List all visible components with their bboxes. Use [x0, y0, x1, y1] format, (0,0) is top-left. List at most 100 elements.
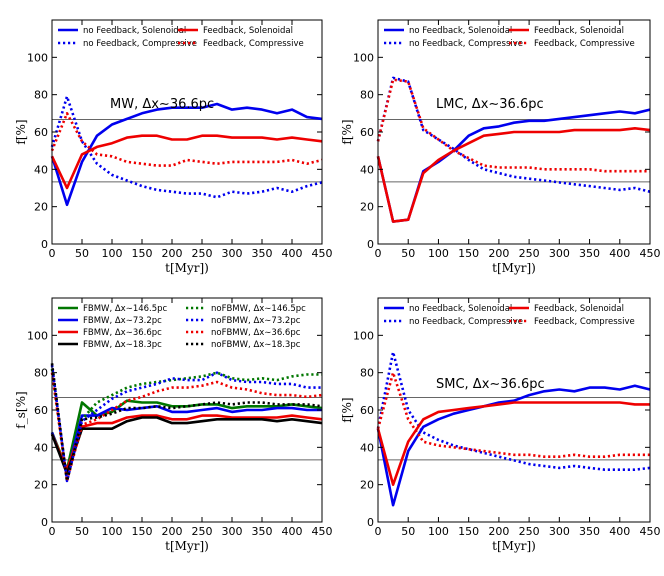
y-axis-label: f_s[%] — [14, 391, 28, 428]
panel-4: 0 50 100 150 200 250 300 350 400 450 0 20 40 60 80 100 t… — [340, 297, 661, 553]
y-tick-label: 40 — [34, 163, 48, 176]
plot-frame — [51, 19, 323, 245]
y-axis-label: f[%] — [14, 119, 28, 144]
x-tick-label: 300 — [549, 525, 570, 538]
legend-label: no Feedback, Compressive — [83, 39, 197, 49]
series-line-3 — [50, 414, 323, 472]
series-line-2 — [376, 350, 651, 472]
y-tick-label: 40 — [34, 441, 48, 454]
series-line-3 — [50, 134, 323, 190]
series-line-7 — [50, 372, 323, 483]
x-tick-label: 350 — [252, 525, 273, 538]
panel-annotation: LMC, Δx∼36.6pc — [436, 97, 544, 112]
x-tick-label: 250 — [519, 247, 540, 260]
x-tick-label: 400 — [609, 247, 630, 260]
x-tick-label: 350 — [579, 247, 600, 260]
y-tick-label: 100 — [353, 329, 374, 342]
y-tick-label: 20 — [34, 201, 48, 214]
x-axis-label: t[Myr]) — [165, 539, 209, 553]
series-line-4 — [376, 78, 650, 173]
x-tick-label: 50 — [75, 247, 89, 260]
panel-annotation: SMC, Δx∼36.6pc — [436, 377, 545, 392]
legend-label: FBMW, Δx∼73.2pc — [83, 316, 162, 326]
legend-label: noFBMW, Δx∼146.5pc — [211, 304, 306, 314]
x-tick-label: 450 — [312, 525, 333, 538]
legend-label: no Feedback, Solenoidal — [83, 26, 186, 36]
series-line-6 — [50, 365, 322, 483]
x-tick-label: 400 — [282, 247, 303, 260]
y-tick-label: 80 — [360, 89, 374, 102]
x-tick-label: 50 — [401, 525, 415, 538]
y-tick-label: 60 — [34, 404, 48, 417]
y-axis-label: f[%] — [340, 397, 354, 422]
y-tick-label: 40 — [360, 163, 374, 176]
x-tick-label: 0 — [49, 525, 56, 538]
x-tick-label: 150 — [132, 525, 153, 538]
series-line-2 — [50, 404, 322, 475]
y-tick-label: 20 — [360, 201, 374, 214]
y-tick-label: 0 — [41, 238, 48, 251]
x-tick-label: 250 — [192, 247, 213, 260]
series-line-8 — [50, 363, 323, 483]
legend-label: FBMW, Δx∼18.3pc — [83, 340, 162, 350]
x-axis-label: t[Myr]) — [492, 261, 536, 275]
y-tick-label: 80 — [360, 367, 374, 380]
x-tick-label: 150 — [458, 247, 479, 260]
legend-label: noFBMW, Δx∼18.3pc — [211, 340, 301, 350]
plot-frame — [377, 297, 651, 523]
x-tick-label: 0 — [375, 525, 382, 538]
legend-label: FBMW, Δx∼36.6pc — [83, 328, 162, 338]
legend-label: noFBMW, Δx∼73.2pc — [211, 316, 301, 326]
series-line-3 — [376, 127, 651, 223]
x-tick-label: 100 — [102, 525, 123, 538]
series-line-5 — [50, 368, 322, 483]
y-tick-label: 60 — [34, 126, 48, 139]
y-tick-label: 100 — [27, 51, 48, 64]
y-tick-label: 100 — [27, 329, 48, 342]
series-line-3 — [376, 401, 650, 487]
x-axis-label: t[Myr]) — [165, 261, 209, 275]
legend-label: noFBMW, Δx∼36.6pc — [211, 328, 301, 338]
y-tick-label: 20 — [34, 479, 48, 492]
legend-label: Feedback, Solenoidal — [534, 304, 624, 314]
y-axis-label: f[%] — [340, 119, 354, 144]
legend-label: no Feedback, Compressive — [409, 39, 523, 49]
x-tick-label: 300 — [222, 247, 243, 260]
panel-2: 0 50 100 150 200 250 300 350 400 450 0 20 40 60 80 100 t… — [340, 19, 661, 275]
y-tick-label: 20 — [360, 479, 374, 492]
series-line-4 — [50, 416, 323, 475]
x-tick-label: 150 — [132, 247, 153, 260]
legend-label: no Feedback, Compressive — [409, 317, 523, 327]
x-tick-label: 100 — [428, 247, 449, 260]
y-tick-label: 60 — [360, 126, 374, 139]
x-tick-label: 100 — [428, 525, 449, 538]
series-line-4 — [376, 371, 650, 459]
series-line-2 — [50, 95, 323, 199]
x-tick-label: 250 — [192, 525, 213, 538]
x-tick-label: 200 — [488, 525, 509, 538]
x-tick-label: 0 — [49, 247, 56, 260]
y-tick-label: 80 — [34, 367, 48, 380]
legend-label: FBMW, Δx∼146.5pc — [83, 304, 168, 314]
y-tick-label: 40 — [360, 441, 374, 454]
y-tick-label: 80 — [34, 89, 48, 102]
y-tick-label: 0 — [41, 516, 48, 529]
x-tick-label: 450 — [312, 247, 333, 260]
x-tick-label: 400 — [282, 525, 303, 538]
panel-1: 0 50 100 150 200 250 300 350 400 450 0 20 40 60 80 100 t… — [14, 19, 333, 275]
series-line-1 — [50, 102, 323, 207]
y-tick-label: 0 — [367, 516, 374, 529]
x-tick-label: 150 — [458, 525, 479, 538]
x-tick-label: 300 — [222, 525, 243, 538]
x-tick-label: 450 — [640, 247, 661, 260]
y-tick-label: 0 — [367, 238, 374, 251]
series-line-1 — [376, 108, 651, 223]
legend-label: Feedback, Compressive — [203, 39, 304, 49]
panel-3: 0 50 100 150 200 250 300 350 400 450 0 20 40 60 80 100 t… — [14, 297, 333, 553]
x-tick-label: 100 — [102, 247, 123, 260]
x-tick-label: 350 — [579, 525, 600, 538]
x-tick-label: 350 — [252, 247, 273, 260]
legend-label: Feedback, Compressive — [534, 317, 635, 327]
legend-label: Feedback, Compressive — [534, 39, 635, 49]
